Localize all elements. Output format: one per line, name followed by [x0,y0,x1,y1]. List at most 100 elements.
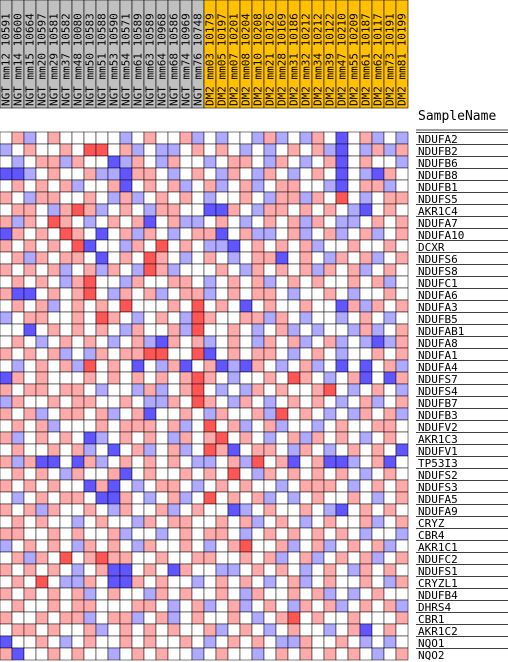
heatmap-cell [323,227,337,241]
heatmap-cell [143,563,157,577]
heatmap-cell [11,227,25,241]
heatmap-cell [383,383,397,397]
heatmap-cell [275,647,289,661]
heatmap-cell [335,539,349,553]
heatmap-cell [47,359,61,373]
gene-label: NDUFS3 [418,481,458,494]
heatmap-cell [23,611,37,625]
sample-label: DM2_mm21_10126 [264,13,277,106]
heatmap-cell [215,455,229,469]
heatmap-cell [23,395,37,409]
heatmap-cell [323,635,337,649]
heatmap-cell [239,563,253,577]
heatmap-cell [131,263,145,277]
heatmap-cell [35,515,49,529]
heatmap-cell [23,551,37,565]
heatmap-cell [371,587,385,601]
heatmap-cell [299,251,313,265]
gene-label: NDUFA4 [418,361,458,374]
heatmap-cell [287,275,301,289]
heatmap-cell [131,635,145,649]
heatmap-cell [71,191,85,205]
heatmap-cell [0,539,13,553]
heatmap-cell [263,287,277,301]
heatmap-cell [59,311,73,325]
heatmap-cell [323,467,337,481]
heatmap-cell [191,203,205,217]
heatmap-cell [287,431,301,445]
heatmap-cell [203,335,217,349]
heatmap-cell [359,563,373,577]
heatmap-cell [215,611,229,625]
gene-label: NDUFA6 [418,289,458,302]
heatmap-cell [203,491,217,505]
heatmap-cell [47,275,61,289]
heatmap-cell [275,215,289,229]
heatmap-cell [155,539,169,553]
heatmap-cell [227,275,241,289]
gene-label: NDUFS4 [418,385,458,398]
heatmap-cell [395,359,409,373]
heatmap-cell [71,407,85,421]
heatmap-cell [47,551,61,565]
heatmap-cell [11,143,25,157]
heatmap-cell [203,455,217,469]
heatmap-cell [143,275,157,289]
heatmap-cell [203,611,217,625]
heatmap-cell [335,383,349,397]
heatmap-cell [0,323,13,337]
heatmap-cell [95,395,109,409]
heatmap-cell [191,143,205,157]
heatmap-cell [371,647,385,661]
heatmap-cell [119,239,133,253]
heatmap-cell [179,527,193,541]
heatmap-cell [251,323,265,337]
heatmap-cell [215,371,229,385]
heatmap-cell [95,503,109,517]
heatmap-cell [275,551,289,565]
heatmap-cell [311,611,325,625]
heatmap-cell [383,407,397,421]
heatmap-cell [311,479,325,493]
heatmap-cell [347,515,361,529]
heatmap-cell [23,359,37,373]
heatmap-cell [83,143,97,157]
heatmap-cell [59,539,73,553]
heatmap-cell [191,527,205,541]
heatmap-cell [179,239,193,253]
heatmap-cell [23,155,37,169]
heatmap-cell [155,347,169,361]
heatmap-cell [47,383,61,397]
heatmap-cell [371,263,385,277]
heatmap-cell [371,227,385,241]
heatmap-cell [215,443,229,457]
heatmap-cell [299,395,313,409]
heatmap-cell [131,179,145,193]
heatmap-cell [35,539,49,553]
heatmap-cell [311,239,325,253]
heatmap-cell [71,287,85,301]
heatmap-cell [11,179,25,193]
heatmap-cell [59,611,73,625]
heatmap-cell [95,407,109,421]
sample-label: NGT_mm37_10582 [60,13,73,106]
heatmap-cell [203,383,217,397]
sample-name-header: SampleName [418,109,496,124]
heatmap-cell [35,155,49,169]
heatmap-cell [119,407,133,421]
heatmap-cell [0,419,13,433]
heatmap-cell [143,311,157,325]
heatmap-cell [287,263,301,277]
heatmap-cell [239,275,253,289]
heatmap-cell [107,407,121,421]
heatmap-cell [311,371,325,385]
heatmap-cell [83,515,97,529]
heatmap-cell [11,455,25,469]
heatmap-cell [143,455,157,469]
heatmap-cell [287,419,301,433]
heatmap-cell [191,383,205,397]
heatmap-cell [383,275,397,289]
heatmap-cell [335,479,349,493]
heatmap-cell [251,623,265,637]
heatmap-cell [0,239,13,253]
